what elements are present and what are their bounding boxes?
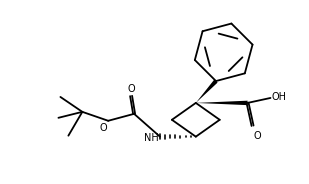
Polygon shape bbox=[196, 79, 218, 103]
Text: OH: OH bbox=[272, 92, 286, 102]
Text: NH: NH bbox=[144, 133, 159, 143]
Polygon shape bbox=[196, 101, 248, 105]
Text: O: O bbox=[127, 84, 135, 94]
Text: O: O bbox=[99, 123, 107, 133]
Text: O: O bbox=[254, 131, 261, 141]
